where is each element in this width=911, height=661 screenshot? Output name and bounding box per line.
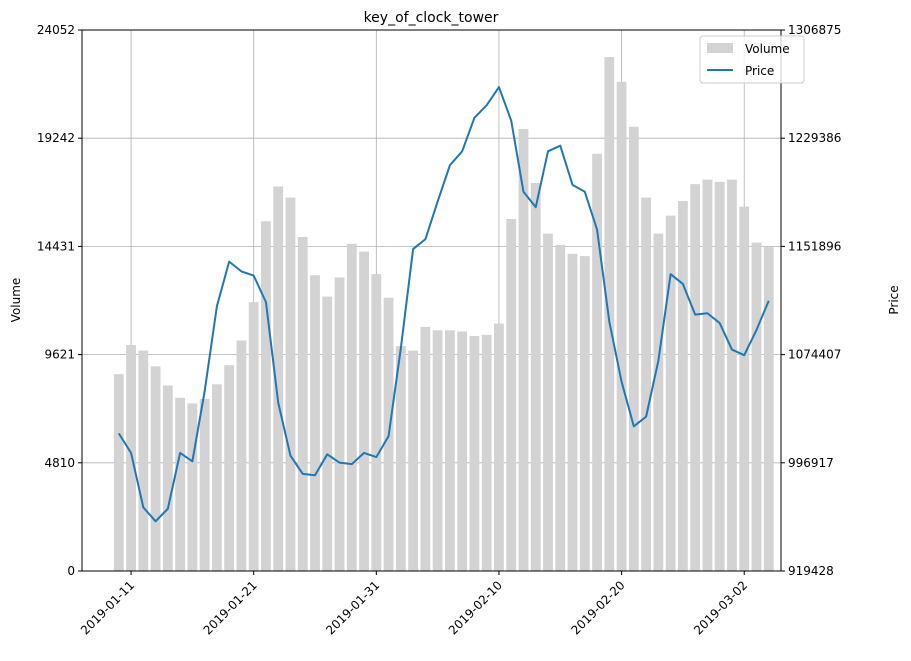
volume-bar (677, 200, 688, 571)
volume-bar (641, 197, 652, 572)
volume-bar (248, 302, 259, 571)
volume-bar (297, 236, 308, 571)
volume-bar (506, 218, 517, 572)
left-tick-label: 9621 (44, 348, 75, 362)
volume-bar (175, 397, 186, 571)
volume-bar (224, 365, 235, 571)
volume-bar (285, 197, 296, 572)
right-axis: 919428 996917 1074407 1151896 1229386 1306875 (781, 23, 841, 578)
volume-bar (162, 385, 173, 571)
right-tick-label: 996917 (788, 456, 834, 470)
price-line (117, 86, 770, 523)
left-tick-label: 19242 (37, 131, 75, 145)
volume-bar (432, 330, 443, 571)
right-tick-label: 919428 (788, 564, 834, 578)
volume-bar (420, 326, 431, 571)
volume-bar (518, 129, 529, 571)
volume-bar (211, 384, 222, 571)
right-axis-label: Price (887, 285, 901, 314)
volume-bar (543, 233, 553, 571)
volume-bar (346, 243, 357, 571)
chart-title: key_of_clock_tower (364, 10, 499, 26)
plot-background (82, 30, 781, 571)
volume-bar (273, 186, 284, 572)
volume-bar (395, 346, 406, 571)
volume-bar (714, 181, 725, 571)
plot-frame (81, 29, 782, 572)
volume-bar (199, 398, 210, 571)
volume-bar (236, 340, 247, 571)
volume-bar (727, 179, 737, 571)
volume-bar (310, 275, 320, 571)
volume-bar (555, 244, 566, 572)
volume-bar (763, 247, 774, 571)
volume-bar (261, 221, 271, 571)
left-tick-label: 24052 (37, 23, 75, 37)
left-tick-label: 4810 (44, 456, 75, 470)
volume-bar (628, 126, 639, 572)
volume-bar (457, 331, 468, 571)
right-tick-label: 1306875 (788, 23, 841, 37)
legend-swatch-volume (707, 43, 733, 53)
volume-bar (138, 350, 149, 571)
volume-bar (665, 215, 676, 571)
left-axis-label: Volume (9, 278, 23, 323)
volume-bar (604, 57, 615, 572)
left-axis: 0 4810 9621 14431 19242 24052 (37, 23, 82, 578)
volume-bar (481, 334, 492, 571)
volume-bar (530, 182, 541, 571)
volume-bar (494, 323, 504, 571)
volume-bar (592, 153, 602, 572)
volume-bar (567, 253, 578, 571)
left-tick-label: 0 (67, 564, 75, 578)
volume-bar (690, 184, 701, 571)
volume-bar (653, 233, 664, 571)
price-line-layer (117, 86, 770, 523)
volume-bar (113, 374, 124, 571)
volume-bar (444, 330, 455, 571)
volume-bar (334, 277, 345, 571)
volume-bars (113, 57, 774, 572)
legend: Volume Price (699, 35, 805, 84)
volume-bar (150, 366, 161, 571)
volume-bar (187, 403, 198, 571)
volume-bar (408, 350, 419, 571)
volume-bar (469, 335, 480, 571)
volume-bar (359, 251, 369, 571)
legend-label-price: Price (745, 64, 774, 78)
right-tick-label: 1151896 (788, 239, 841, 253)
right-tick-label: 1074407 (788, 348, 841, 362)
volume-bar (751, 242, 762, 571)
volume-bar (579, 256, 590, 571)
volume-bar (371, 274, 382, 571)
volume-bar (739, 206, 750, 571)
volume-bar (126, 344, 136, 571)
volume-bar (616, 81, 627, 571)
volume-bar (702, 179, 713, 571)
volume-bar (322, 296, 333, 571)
legend-label-volume: Volume (745, 42, 790, 56)
right-tick-label: 1229386 (788, 131, 841, 145)
left-tick-label: 14431 (37, 239, 75, 253)
